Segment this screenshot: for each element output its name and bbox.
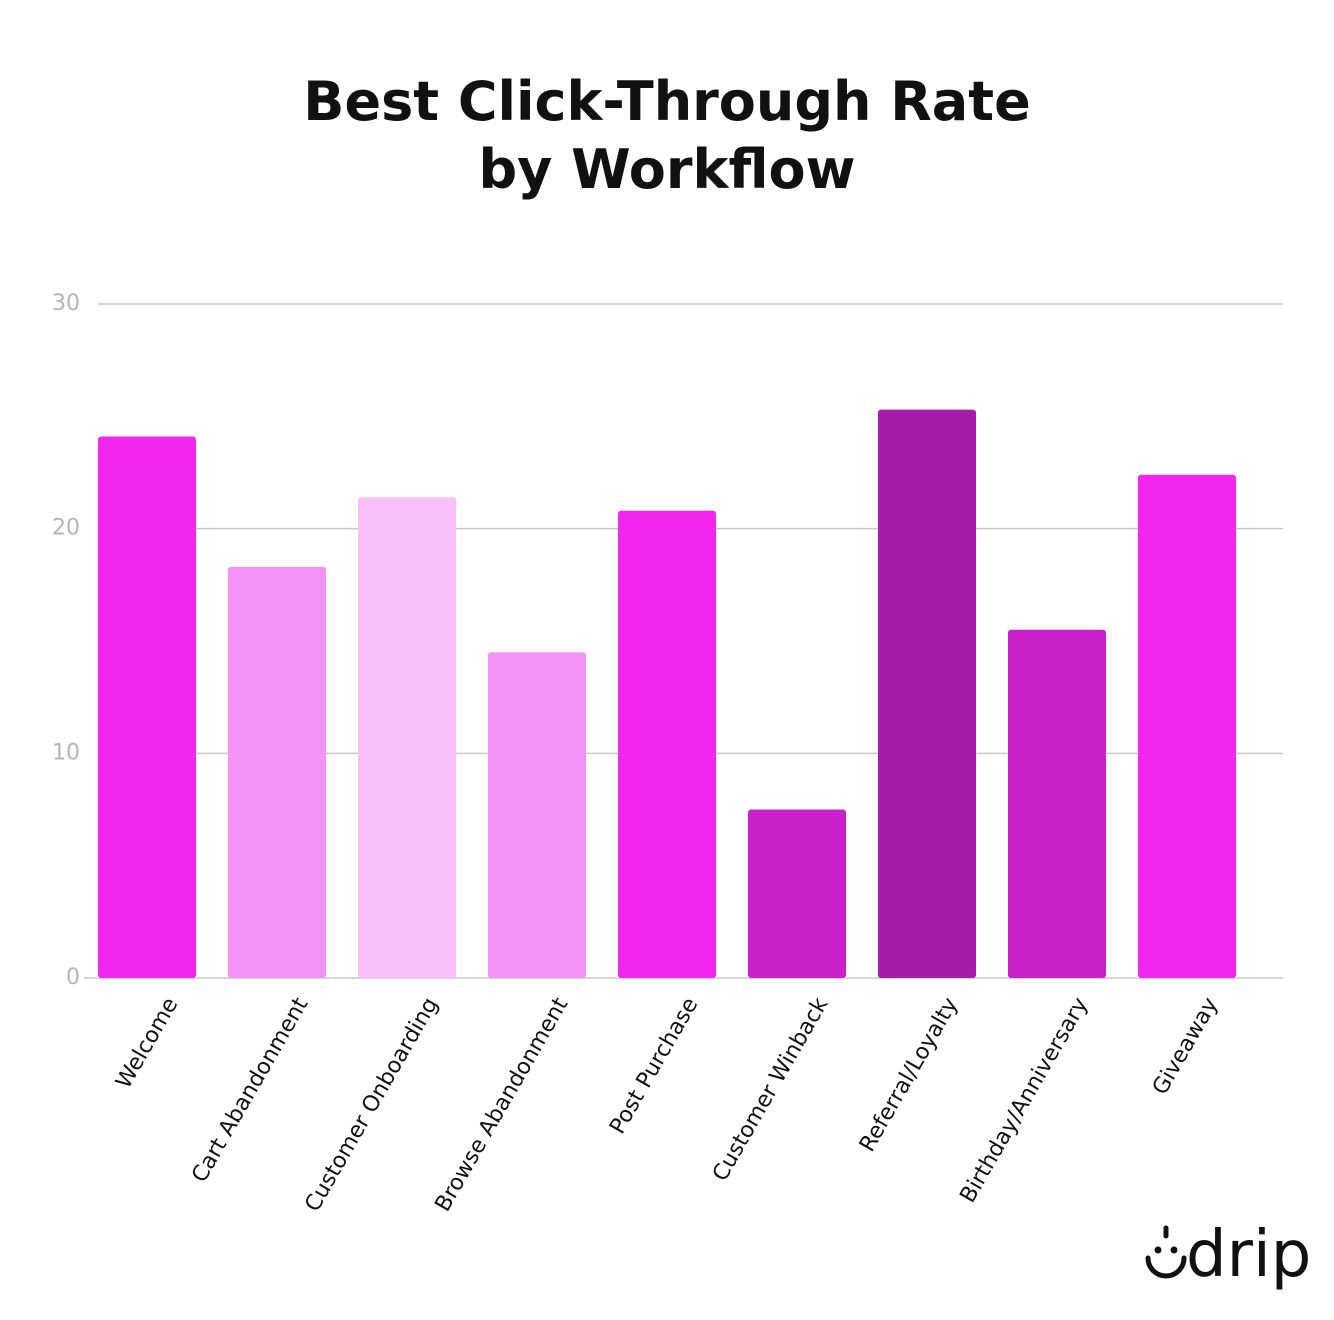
bar [228,566,326,978]
bar [358,497,456,978]
y-tick-label: 20 [52,516,80,541]
x-tick-label: Giveaway [1148,994,1224,1100]
logo-icon [1145,1225,1187,1279]
logo-eye [1170,1246,1178,1254]
y-tick-label: 10 [52,740,80,765]
x-tick-label: Post Purchase [605,994,703,1139]
x-tick-label: Welcome [111,994,183,1094]
bar [878,409,976,978]
bar [1138,474,1236,978]
bar [1008,629,1106,978]
x-tick-label: Browse Abandonment [431,993,574,1216]
bar [98,436,196,978]
bar [618,510,716,978]
logo-text: drip [1186,1218,1311,1292]
x-tick-label: Cart Abandonment [187,993,313,1187]
bar [488,652,586,978]
y-tick-label: 30 [52,291,80,316]
bar [748,809,846,978]
chart-title: Best Click-Through Rate by Workflow [303,70,1031,201]
x-tick-label: Birthday/Anniversary [956,994,1094,1208]
x-tick-label: Referral/Loyalty [855,994,963,1157]
y-tick-label: 0 [66,965,80,990]
x-tick-label: Customer Onboarding [300,994,443,1217]
x-tick-label: Customer Winback [708,993,834,1185]
logo-eye [1154,1246,1162,1254]
